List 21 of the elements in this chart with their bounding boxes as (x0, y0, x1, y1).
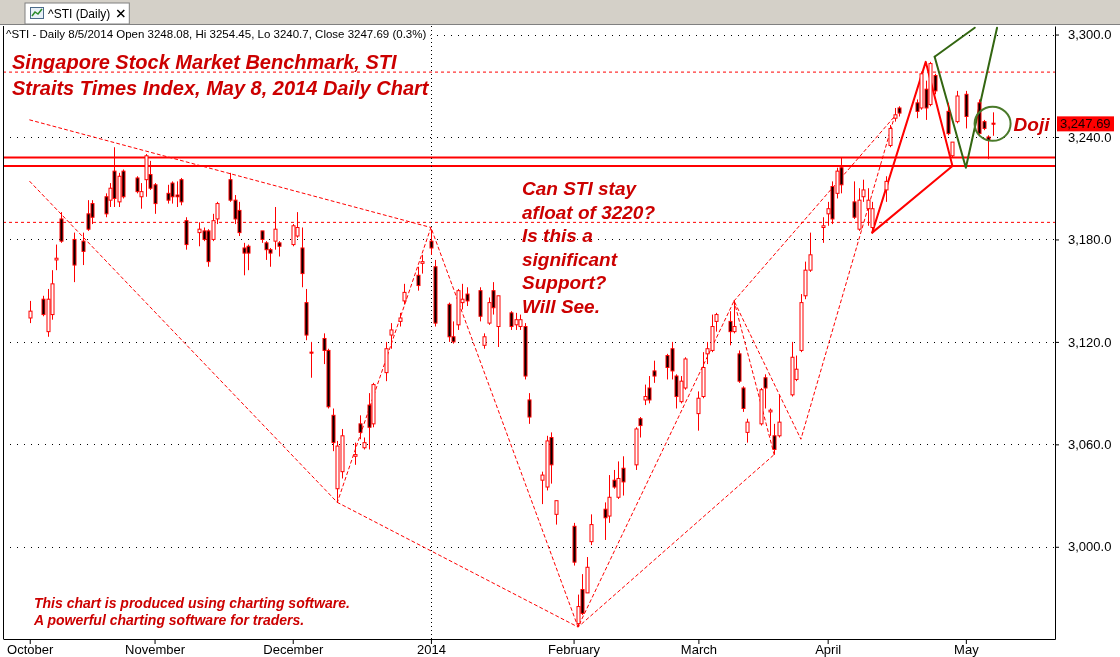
x-tick-label: October (7, 642, 55, 657)
annotation: Doji (1013, 113, 1051, 135)
annotation: Can STI stay afloat of 3220? Is this a significant Support? Will See. (522, 178, 656, 317)
text: ^STI (Daily) (48, 7, 111, 21)
y-tick-label: 3,000.0 (1068, 539, 1112, 555)
x-tick-label: 2014 (416, 642, 446, 657)
y-tick-label: 3,180.0 (1068, 232, 1112, 248)
y-tick-label: 3,120.0 (1068, 334, 1112, 350)
x-tick-label: May (954, 642, 980, 657)
x-tick-label: March (680, 642, 717, 657)
y-tick-label: 3,300.0 (1068, 27, 1112, 43)
annotation: ^STI - Daily 8/5/2014 Open 3248.08, Hi 3254.45, Lo 3240.7, Close 3247.69 (0.3%) (6, 28, 427, 40)
x-tick-label: December (263, 642, 324, 657)
text: Straits Times Index, May 8, 2014 Daily Chart (12, 77, 430, 99)
y-tick-label: 3,060.0 (1068, 437, 1112, 452)
annotation: This chart is produced using charting software. A powerful charting software for traders. (33, 595, 350, 628)
x-tick-label: November (125, 642, 186, 657)
x-tick-label: April (815, 642, 842, 657)
y-tick-label: 3,240.0 (1068, 129, 1112, 145)
x-tick-label: February (548, 642, 601, 657)
text: Singapore Stock Market Benchmark, STI (12, 51, 397, 73)
